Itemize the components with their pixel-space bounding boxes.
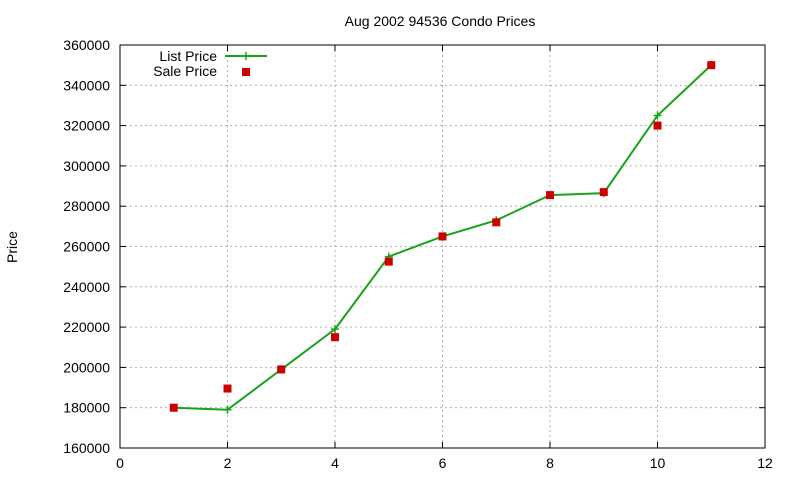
list-price-point [223,405,232,414]
sale-price-point [653,121,662,130]
sale-price-point [384,257,393,266]
sale-price-point [707,61,716,70]
y-tick-label: 360000 [63,37,110,53]
x-tick-label: 12 [757,455,773,471]
chart-title: Aug 2002 94536 Condo Prices [345,13,536,29]
x-tick-label: 0 [116,455,124,471]
y-tick-label: 280000 [63,198,110,214]
x-tick-label: 8 [546,455,554,471]
axis-ticks: 0 2 4 6 8 10 12 160000 180000 200000 220000 240000 2… [63,37,773,471]
sale-price-point [223,384,232,393]
legend-swatch-list-price [225,52,267,60]
y-tick-label: 300000 [63,158,110,174]
series-group [169,61,716,414]
legend-marker-sale-price [242,68,250,76]
y-tick-label: 160000 [63,440,110,456]
x-tick-label: 4 [331,455,339,471]
y-tick-label: 340000 [63,77,110,93]
legend-label-list-price: List Price [159,48,217,64]
legend-marker-list-price [242,52,250,60]
sale-price-point [546,191,554,200]
legend-item-list-price: List Price [159,48,267,64]
y-tick-label: 200000 [63,359,110,375]
y-axis-label: Price [4,231,20,263]
y-tick-label: 240000 [63,279,110,295]
list-price-point [331,325,339,334]
sale-price-point [438,232,447,241]
list-price-point [653,111,662,120]
sale-price-point [492,218,501,227]
grid [120,45,765,448]
y-tick-label: 260000 [63,239,110,255]
x-tick-label: 10 [650,455,666,471]
sale-price-point [331,333,339,342]
legend-item-sale-price: Sale Price [153,63,250,79]
sale-price-point [599,188,608,197]
legend-swatch-sale-price [242,68,250,76]
y-tick-label: 220000 [63,319,110,335]
x-tick-label: 2 [224,455,232,471]
x-tick-label: 6 [439,455,447,471]
y-tick-label: 320000 [63,118,110,134]
legend-label-sale-price: Sale Price [153,63,217,79]
legend: List Price Sale Price [153,48,267,79]
y-tick-label: 180000 [63,400,110,416]
sale-price-point [169,403,178,412]
sale-price-point [277,365,286,374]
